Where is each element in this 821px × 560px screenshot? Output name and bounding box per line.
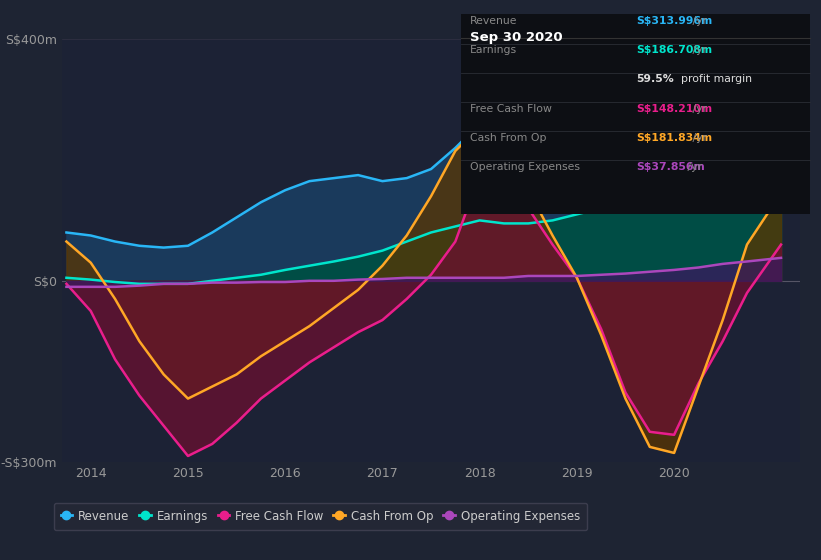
Text: /yr: /yr (690, 133, 707, 143)
Text: S$186.708m: S$186.708m (636, 45, 712, 55)
Text: Earnings: Earnings (470, 45, 516, 55)
Text: Cash From Op: Cash From Op (470, 133, 546, 143)
Text: /yr: /yr (684, 162, 702, 172)
Text: profit margin: profit margin (681, 74, 752, 85)
Text: S$313.996m: S$313.996m (636, 16, 712, 26)
Text: Operating Expenses: Operating Expenses (470, 162, 580, 172)
Text: Free Cash Flow: Free Cash Flow (470, 104, 552, 114)
Text: S$37.856m: S$37.856m (636, 162, 704, 172)
Text: /yr: /yr (690, 16, 707, 26)
Legend: Revenue, Earnings, Free Cash Flow, Cash From Op, Operating Expenses: Revenue, Earnings, Free Cash Flow, Cash … (53, 503, 587, 530)
Text: /yr: /yr (690, 45, 707, 55)
Text: Revenue: Revenue (470, 16, 517, 26)
Text: 59.5%: 59.5% (636, 74, 673, 85)
Text: S$181.834m: S$181.834m (636, 133, 712, 143)
Text: S$148.210m: S$148.210m (636, 104, 712, 114)
Text: Sep 30 2020: Sep 30 2020 (470, 31, 562, 44)
Text: /yr: /yr (690, 104, 707, 114)
